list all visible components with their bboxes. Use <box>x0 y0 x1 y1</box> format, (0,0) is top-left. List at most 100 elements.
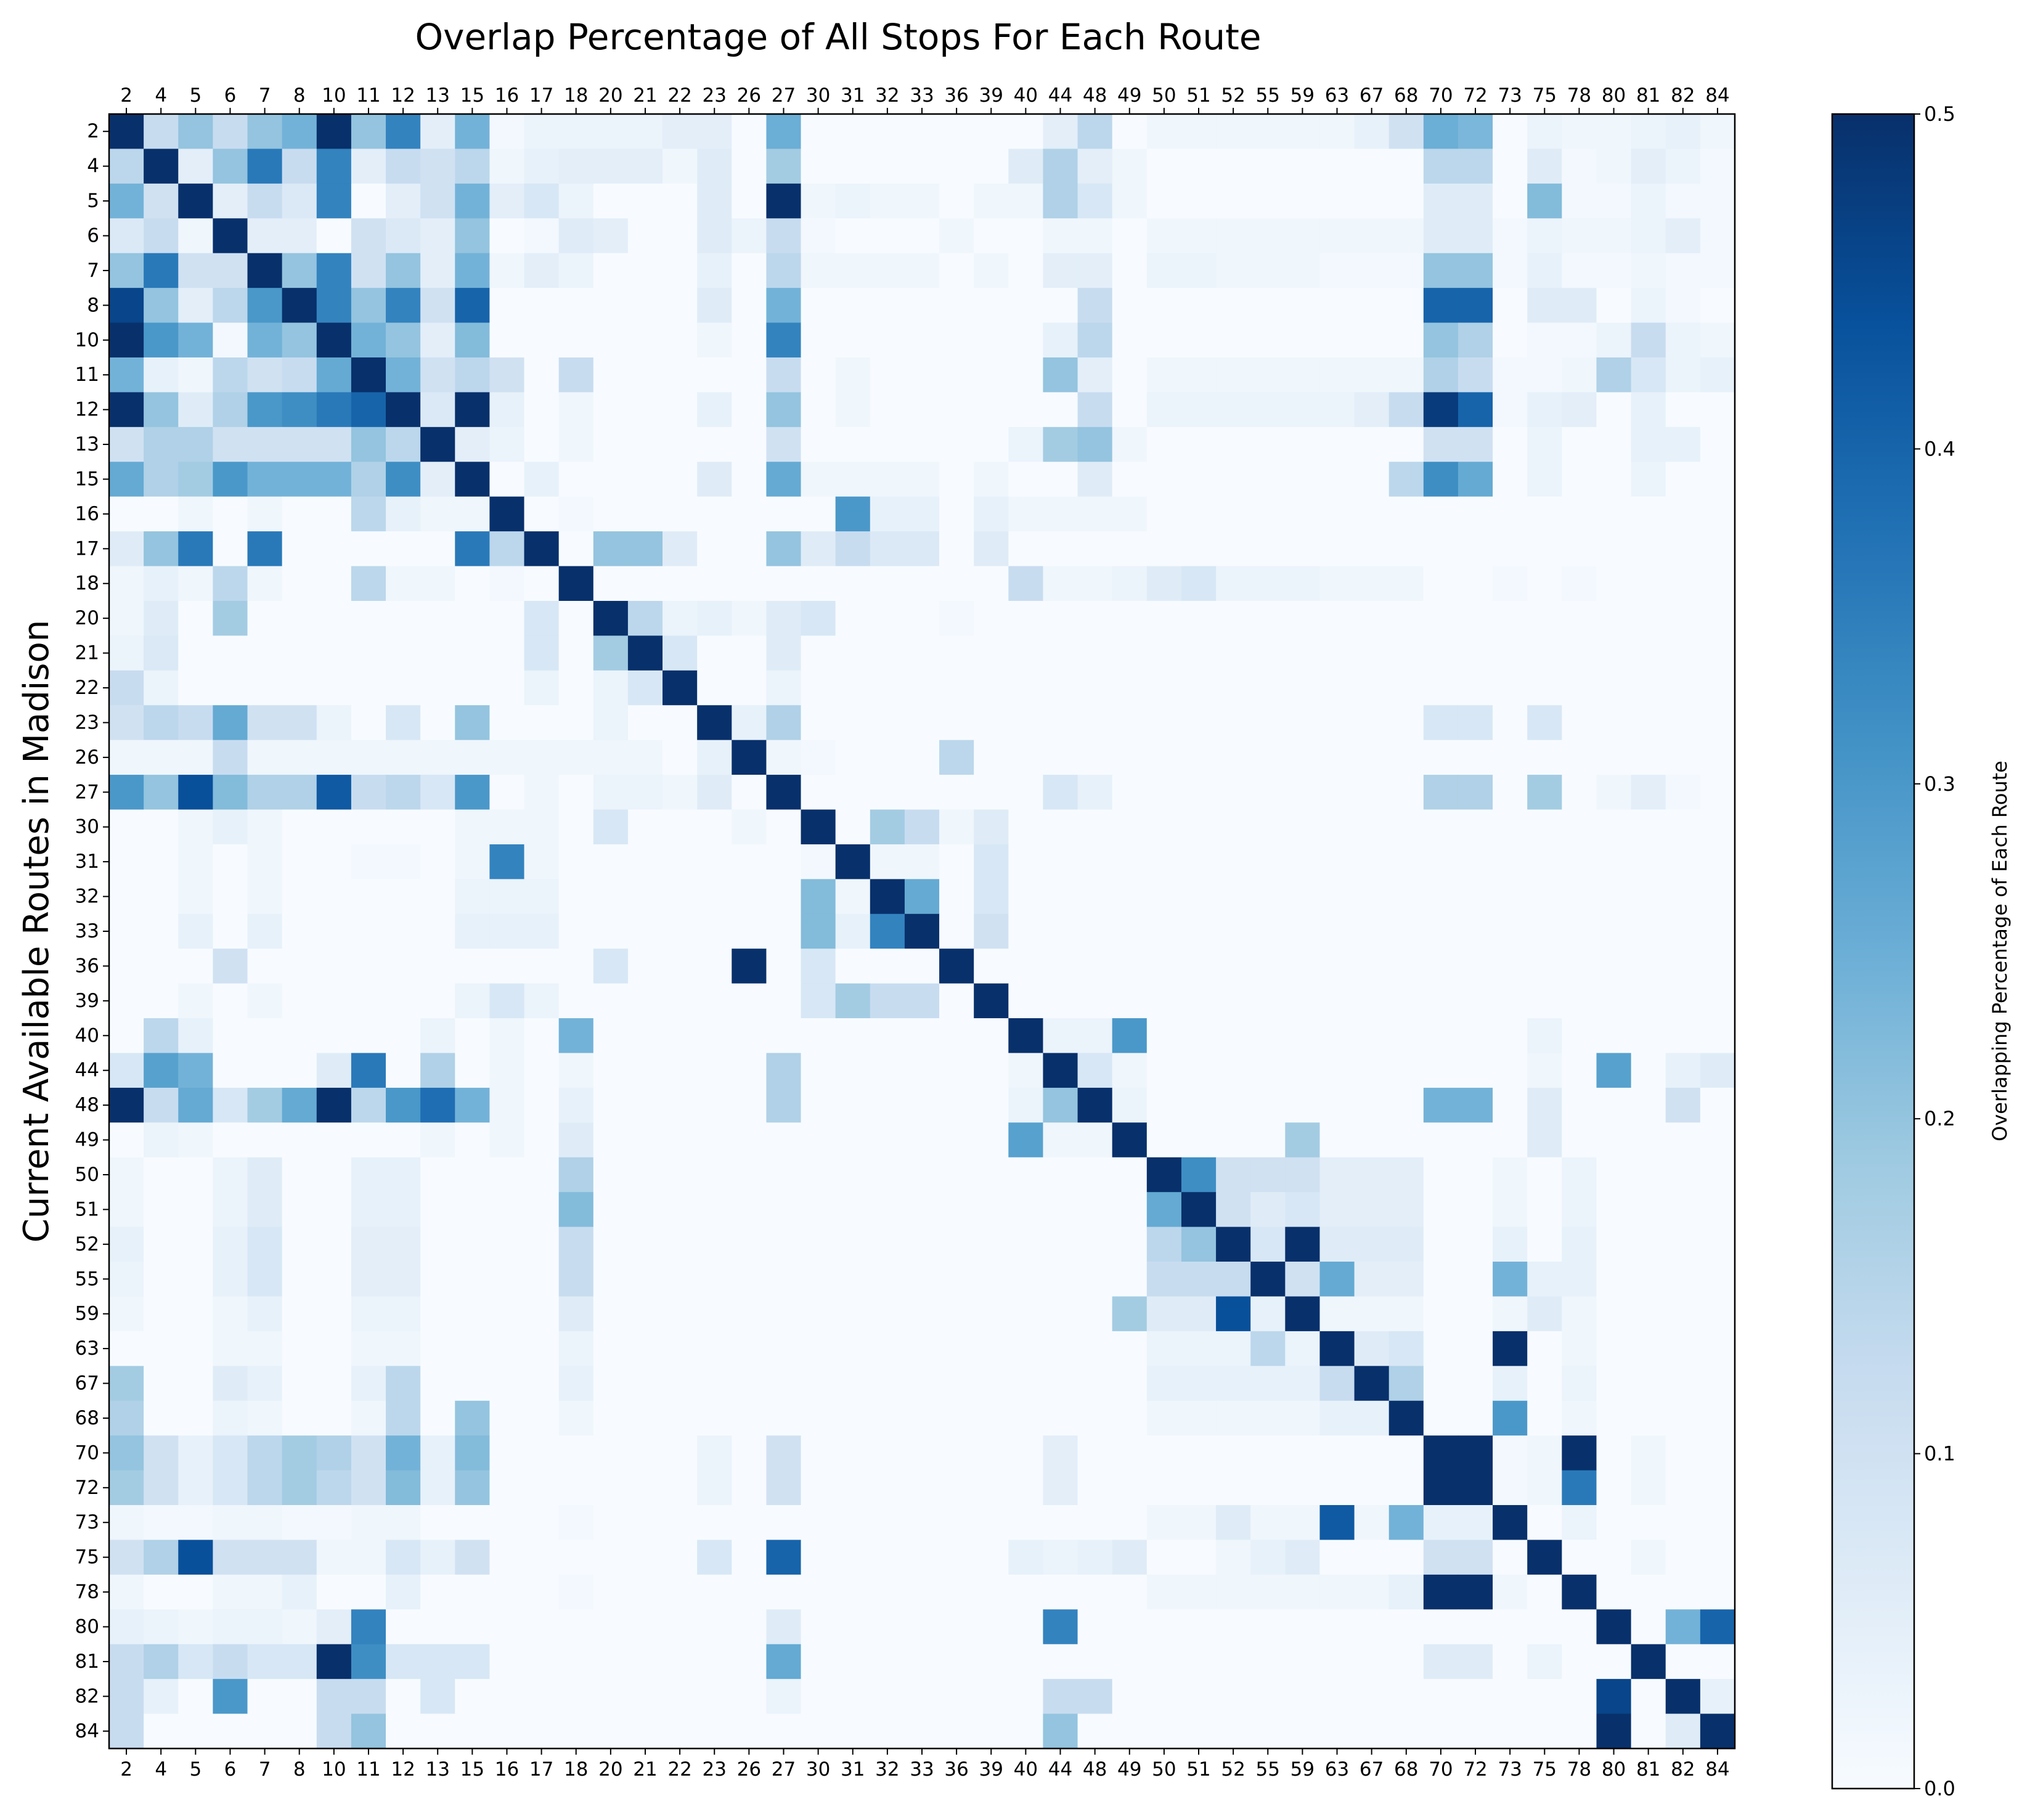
heatmap-cell-51-36 <box>939 1192 974 1228</box>
heatmap-cell-51-21 <box>627 1192 663 1228</box>
x-tick-label-top: 36 <box>944 84 968 107</box>
heatmap-cell-5-81 <box>1631 183 1666 219</box>
heatmap-cell-44-82 <box>1665 1053 1701 1088</box>
heatmap-cell-36-80 <box>1596 949 1632 984</box>
heatmap-cell-50-30 <box>801 1157 836 1193</box>
heatmap-cell-7-50 <box>1146 253 1182 288</box>
heatmap-cell-70-50 <box>1146 1435 1182 1471</box>
heatmap-cell-33-15 <box>455 913 491 949</box>
heatmap-cell-26-33 <box>904 740 940 775</box>
heatmap-cell-5-51 <box>1181 183 1217 219</box>
heatmap-cell-23-11 <box>351 705 386 741</box>
heatmap-cell-23-51 <box>1181 705 1217 741</box>
heatmap-cell-23-82 <box>1665 705 1701 741</box>
heatmap-cell-49-5 <box>178 1122 213 1158</box>
heatmap-cell-50-51 <box>1181 1157 1217 1193</box>
heatmap-cell-16-82 <box>1665 496 1701 532</box>
heatmap-cell-67-6 <box>213 1366 248 1402</box>
heatmap-cell-17-2 <box>109 531 144 567</box>
heatmap-cell-68-36 <box>939 1400 974 1436</box>
heatmap-cell-8-26 <box>732 288 767 324</box>
heatmap-cell-12-20 <box>593 392 629 428</box>
heatmap-cell-23-73 <box>1493 705 1528 741</box>
heatmap-cell-33-40 <box>1008 913 1044 949</box>
heatmap-cell-84-8 <box>282 1713 317 1749</box>
heatmap-cell-48-32 <box>870 1087 905 1123</box>
heatmap-cell-39-20 <box>593 983 629 1019</box>
heatmap-cell-48-11 <box>351 1087 386 1123</box>
heatmap-cell-11-33 <box>904 357 940 393</box>
heatmap-cell-80-10 <box>316 1609 352 1645</box>
heatmap-cell-30-40 <box>1008 809 1044 845</box>
heatmap-cell-5-32 <box>870 183 905 219</box>
heatmap-cell-26-50 <box>1146 740 1182 775</box>
heatmap-cell-12-82 <box>1665 392 1701 428</box>
heatmap-cell-12-68 <box>1388 392 1424 428</box>
heatmap-cell-81-75 <box>1527 1644 1562 1679</box>
heatmap-cell-15-7 <box>247 462 283 497</box>
heatmap-cell-27-17 <box>524 775 560 810</box>
heatmap-cell-6-49 <box>1112 218 1148 254</box>
heatmap-cell-27-11 <box>351 775 386 810</box>
heatmap-cell-70-4 <box>144 1435 179 1471</box>
heatmap-cell-27-32 <box>870 775 905 810</box>
heatmap-cell-73-51 <box>1181 1505 1217 1541</box>
heatmap-cell-31-2 <box>109 844 144 879</box>
heatmap-cell-51-59 <box>1285 1192 1321 1228</box>
heatmap-cell-73-73 <box>1493 1505 1528 1541</box>
heatmap-cell-10-16 <box>489 322 525 358</box>
x-tick-label-top: 44 <box>1048 84 1072 107</box>
heatmap-cell-5-4 <box>144 183 179 219</box>
heatmap-cell-55-30 <box>801 1262 836 1297</box>
heatmap-cell-26-7 <box>247 740 283 775</box>
heatmap-cell-70-39 <box>974 1435 1009 1471</box>
heatmap-cell-20-23 <box>697 600 732 636</box>
heatmap-cell-78-39 <box>974 1574 1009 1610</box>
heatmap-cell-10-55 <box>1250 322 1286 358</box>
heatmap-cell-26-30 <box>801 740 836 775</box>
heatmap-cell-4-39 <box>974 149 1009 184</box>
heatmap-cell-36-78 <box>1562 949 1597 984</box>
heatmap-cell-15-68 <box>1388 462 1424 497</box>
heatmap-cell-52-48 <box>1077 1226 1113 1262</box>
heatmap-cell-72-81 <box>1631 1470 1666 1506</box>
heatmap-cell-73-75 <box>1527 1505 1562 1541</box>
heatmap-cell-22-31 <box>835 670 871 706</box>
heatmap-cell-49-11 <box>351 1122 386 1158</box>
y-tick-label: 39 <box>75 990 99 1012</box>
heatmap-cell-17-27 <box>766 531 802 567</box>
heatmap-cell-23-78 <box>1562 705 1597 741</box>
heatmap-cell-13-67 <box>1354 426 1390 462</box>
heatmap-cell-4-12 <box>386 149 421 184</box>
heatmap-cell-17-73 <box>1493 531 1528 567</box>
heatmap-cell-17-67 <box>1354 531 1390 567</box>
heatmap-cell-7-72 <box>1457 253 1493 288</box>
heatmap-cell-78-21 <box>627 1574 663 1610</box>
heatmap-cell-20-70 <box>1423 600 1459 636</box>
heatmap-cell-7-36 <box>939 253 974 288</box>
heatmap-cell-44-31 <box>835 1053 871 1088</box>
heatmap-cell-67-40 <box>1008 1366 1044 1402</box>
heatmap-cell-7-33 <box>904 253 940 288</box>
heatmap-cell-49-20 <box>593 1122 629 1158</box>
heatmap-cell-31-12 <box>386 844 421 879</box>
heatmap-cell-49-15 <box>455 1122 491 1158</box>
heatmap-cell-49-49 <box>1112 1122 1148 1158</box>
heatmap-cell-30-44 <box>1043 809 1078 845</box>
heatmap-cell-17-36 <box>939 531 974 567</box>
heatmap-cell-73-78 <box>1562 1505 1597 1541</box>
heatmap-cell-17-16 <box>489 531 525 567</box>
heatmap-cell-44-15 <box>455 1053 491 1088</box>
heatmap-cell-80-48 <box>1077 1609 1113 1645</box>
heatmap-cell-5-17 <box>524 183 560 219</box>
heatmap-cell-44-22 <box>662 1053 698 1088</box>
heatmap-cell-81-17 <box>524 1644 560 1679</box>
heatmap-cell-17-84 <box>1700 531 1735 567</box>
heatmap-cell-7-39 <box>974 253 1009 288</box>
heatmap-cell-12-13 <box>420 392 455 428</box>
heatmap-cell-68-22 <box>662 1400 698 1436</box>
heatmap-cell-16-20 <box>593 496 629 532</box>
heatmap-cell-40-33 <box>904 1018 940 1054</box>
heatmap-cell-12-8 <box>282 392 317 428</box>
heatmap-cell-15-80 <box>1596 462 1632 497</box>
